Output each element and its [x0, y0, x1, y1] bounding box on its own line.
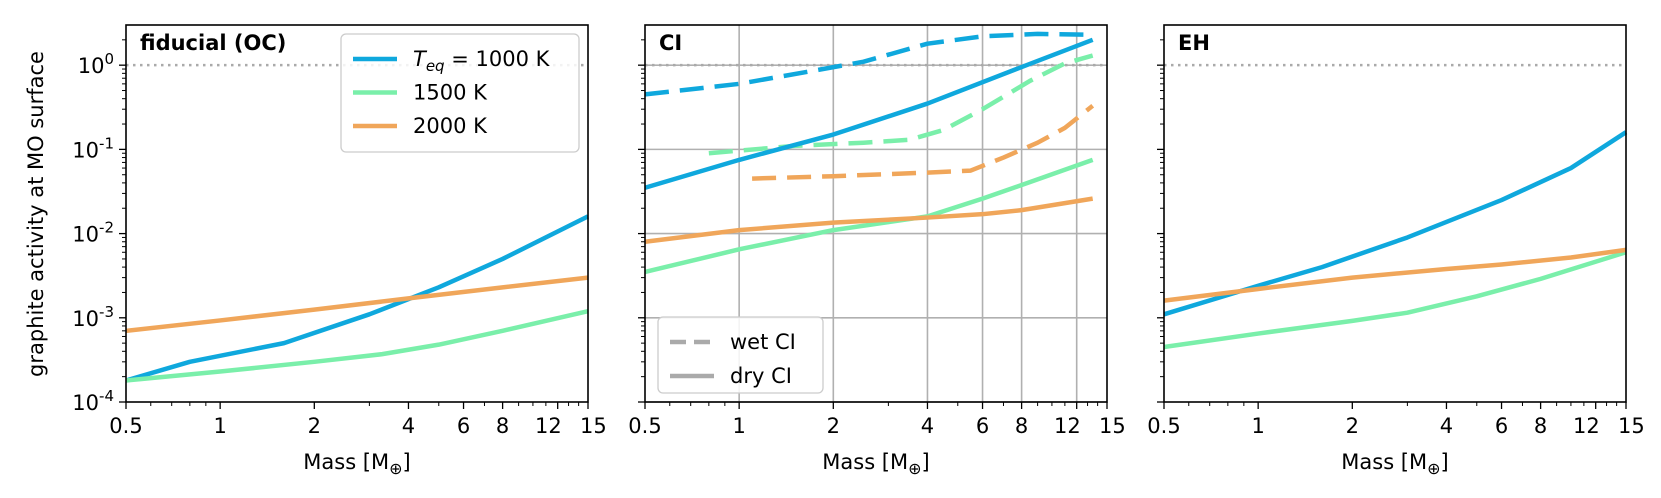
- legend-box: [340, 33, 580, 153]
- legend-label: wet CI: [730, 330, 796, 354]
- series-line-1000-k: [1163, 130, 1628, 317]
- legend: Teq = 1000 K 1500 K 2000 K: [340, 33, 580, 153]
- series-line-2000-k: [125, 275, 589, 334]
- x-tick-label: 15: [1099, 414, 1126, 438]
- x-axis-label: Mass [M⊕]: [303, 450, 410, 478]
- x-tick-label: 6: [1495, 414, 1508, 438]
- x-tick-label: 12: [1573, 414, 1600, 438]
- series-line-wet-ci-2000-k: [752, 103, 1095, 181]
- legend-label: Teq = 1000 K: [413, 47, 551, 75]
- panel-title: CI: [659, 31, 682, 55]
- x-tick-label: 1: [213, 414, 226, 438]
- axes-frame: [644, 24, 1108, 403]
- x-tick-label: 12: [535, 414, 562, 438]
- legend-label: 1500 K: [413, 81, 488, 105]
- y-tick-label: 10-3: [72, 303, 114, 331]
- x-tick-label: 0.5: [1147, 414, 1180, 438]
- x-tick-label: 12: [1054, 414, 1081, 438]
- y-tick-label: 100: [78, 50, 114, 78]
- y-axis-label: graphite activity at MO surface: [24, 51, 48, 377]
- panel-title: EH: [1178, 31, 1210, 55]
- x-axis-label: Mass [M⊕]: [822, 450, 929, 478]
- x-tick-label: 4: [921, 414, 934, 438]
- series-line-dry-ci-1000-k: [644, 37, 1094, 190]
- legend-label: 2000 K: [413, 114, 488, 138]
- x-tick-label: 15: [1618, 414, 1645, 438]
- x-axis-label: Mass [M⊕]: [1341, 450, 1448, 478]
- series-line-2000-k: [1163, 247, 1627, 303]
- series-line-wet-ci-1000-k: [644, 31, 1093, 97]
- legend-label: dry CI: [730, 364, 792, 388]
- x-tick-label: 8: [1015, 414, 1028, 438]
- legend: wet CI dry CI: [657, 316, 824, 394]
- x-tick-label: 4: [402, 414, 415, 438]
- axes-frame: [125, 24, 589, 403]
- series-line-dry-ci-2000-k: [644, 196, 1094, 244]
- x-tick-label: 6: [976, 414, 989, 438]
- x-tick-label: 8: [1534, 414, 1547, 438]
- axes-frame: [1163, 24, 1627, 403]
- x-tick-label: 2: [308, 414, 321, 438]
- x-tick-label: 0.5: [109, 414, 142, 438]
- x-tick-label: 8: [496, 414, 509, 438]
- y-tick-label: 10-2: [72, 219, 114, 247]
- y-tick-label: 10-4: [72, 387, 114, 415]
- panel-title: fiducial (OC): [140, 31, 286, 55]
- series-line-wet-ci-1500-k: [708, 53, 1094, 156]
- series-line-1500-k: [125, 308, 589, 383]
- x-tick-label: 2: [1346, 414, 1359, 438]
- series-line-1000-k: [125, 214, 590, 383]
- x-tick-label: 4: [1440, 414, 1453, 438]
- x-tick-label: 0.5: [628, 414, 661, 438]
- x-tick-label: 2: [827, 414, 840, 438]
- y-tick-label: 10-1: [72, 134, 114, 162]
- series-line-1500-k: [1163, 250, 1627, 350]
- x-tick-label: 1: [732, 414, 745, 438]
- x-tick-label: 15: [580, 414, 607, 438]
- x-tick-label: 1: [1251, 414, 1264, 438]
- x-tick-label: 6: [457, 414, 470, 438]
